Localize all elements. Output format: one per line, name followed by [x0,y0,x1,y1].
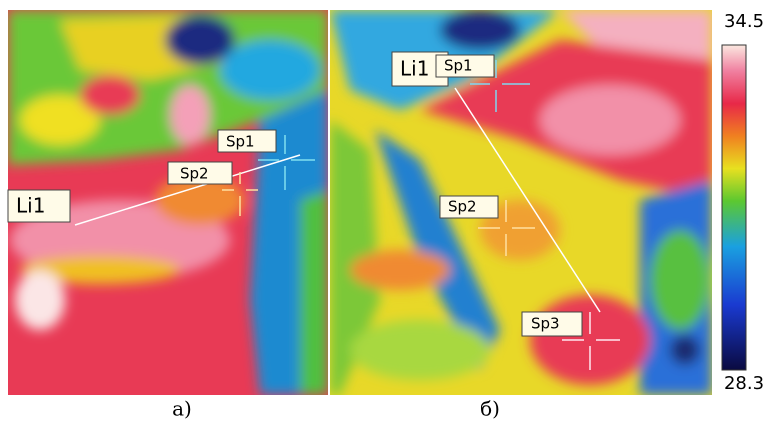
caption: б) [480,397,500,421]
spot-label: Sp1 [444,57,473,75]
caption: а) [172,397,192,421]
line-label: Li1 [400,57,429,81]
spot-label: Sp3 [531,315,560,333]
colorbar-max: 34.5 [724,11,764,32]
spot-label: Sp1 [226,133,255,151]
figure: Sp1 Sp2 Li1 Li1 Sp1 Sp2 Sp3 34.5 28.3 [0,0,770,425]
spot-label: Sp2 [448,198,477,216]
colorbar-min: 28.3 [724,373,764,394]
colorbar-scale [722,45,746,370]
colorbar: 34.5 28.3 [722,11,764,394]
thermal-image-b [330,10,712,395]
line-label: Li1 [16,194,45,218]
spot-label: Sp2 [180,165,209,183]
